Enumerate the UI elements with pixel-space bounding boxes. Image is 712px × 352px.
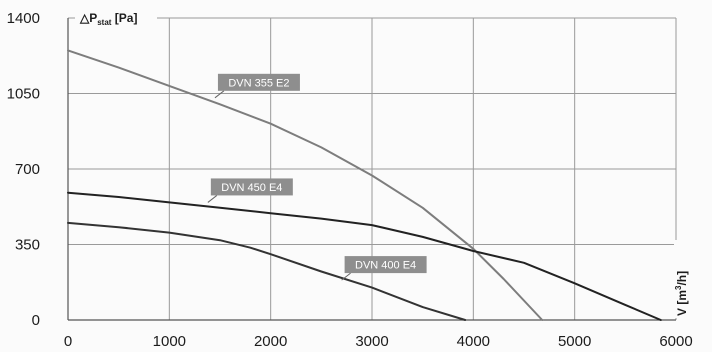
x-axis-title-group: V [m3/h] [674,271,689,316]
series-labels: DVN 355 E2 DVN 450 E4 DVN 400 E4 [207,73,427,281]
series-label-pointer-2 [341,272,351,281]
series-label-pointer-1 [207,195,218,203]
tick-labels: 0 350 700 1050 1400 0 1000 2000 3000 4000 5000 6000 [7,10,693,350]
x-tick-label-4: 4000 [457,333,490,350]
x-tick-label-1: 1000 [153,333,186,350]
x-tick-label-2: 2000 [254,333,287,350]
x-tick-label-3: 3000 [355,333,388,350]
y-axis-title-unit: [Pa] [111,11,137,25]
series-label-box-1 [210,178,293,196]
y-tick-label-3: 1050 [7,86,40,103]
y-axis-title-subscript: stat [97,18,112,27]
x-axis-title-prefix: V [m [675,290,689,316]
plot-frame [67,18,676,321]
grid [67,17,677,321]
series-line-2 [67,221,467,321]
y-tick-label-2: 700 [15,161,40,178]
series-label-text-0: DVN 355 E2 [228,77,289,89]
series-layer [67,49,662,321]
x-axis-title: V [m3/h] [674,271,689,316]
y-axis-title-background [75,8,157,28]
x-tick-label-0: 0 [64,333,72,350]
series-label-pointer-0 [214,90,225,99]
x-tick-label-5: 5000 [558,333,591,350]
y-tick-label-1: 350 [15,237,40,254]
y-tick-label-0: 0 [32,312,40,329]
series-label-text-2: DVN 400 E4 [355,260,416,272]
series-line-1 [67,191,662,321]
y-tick-label-4: 1400 [7,10,40,27]
series-line-0 [67,49,544,321]
x-tick-label-6: 6000 [659,333,692,350]
x-axis-title-suffix: /h] [675,271,689,286]
y-axis-title-prefix: △P [79,11,97,25]
series-label-box-0 [217,73,300,91]
y-axis-title: △Pstat [Pa] [79,11,137,27]
series-label-box-2 [344,256,427,274]
series-label-text-1: DVN 450 E4 [221,182,282,194]
x-axis-title-background [674,240,694,318]
x-axis-title-superscript: 3 [674,285,683,290]
